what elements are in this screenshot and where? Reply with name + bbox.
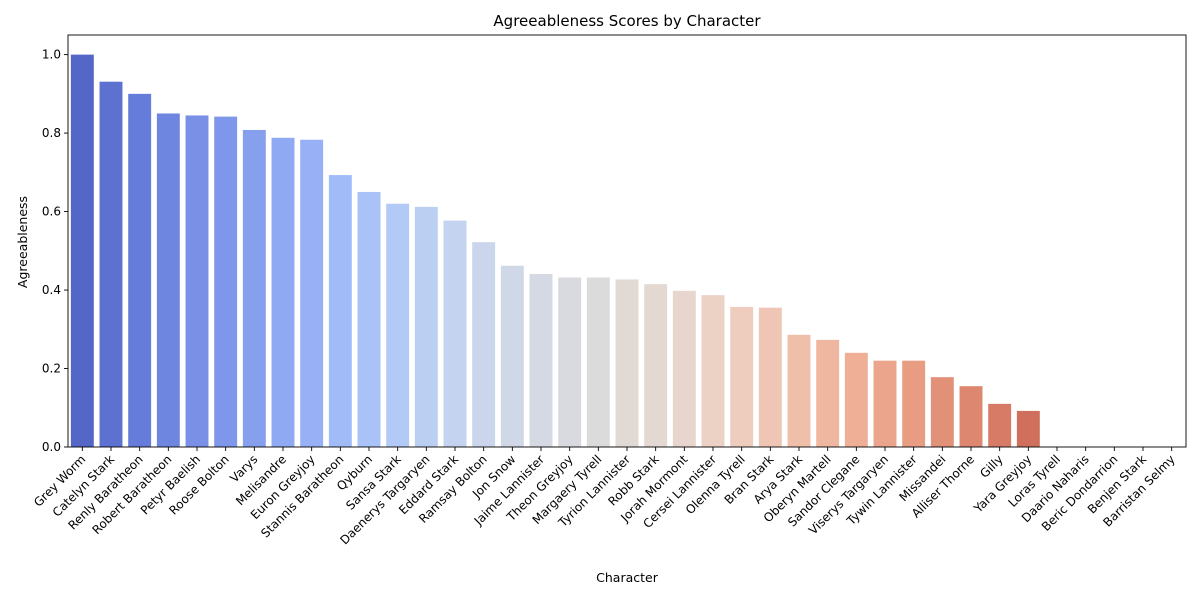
bar [787,334,811,447]
bar [128,93,152,447]
bar [730,306,754,447]
bar [529,273,553,447]
bar [70,54,94,447]
x-axis-label: Character [596,570,659,585]
bar [99,81,123,448]
bar [271,137,295,447]
bar [357,191,381,447]
bar [156,113,180,447]
bar [300,139,324,447]
bar [472,242,496,447]
bar [959,386,983,447]
bar [758,307,782,447]
y-tick-label: 0.4 [42,283,61,297]
y-tick-label: 0.0 [42,440,61,454]
y-tick-label: 1.0 [42,48,61,62]
bar [873,360,897,447]
bar [586,277,610,447]
bar [644,284,668,447]
y-axis: 0.0 0.2 0.4 0.6 0.8 1.0 [42,48,68,454]
y-tick-label: 0.8 [42,126,61,140]
bar [816,339,840,447]
chart-title: Agreeableness Scores by Character [493,12,761,30]
bar [844,352,868,447]
bar [500,265,524,447]
bar [615,279,639,447]
y-tick-label: 0.2 [42,362,61,376]
y-tick-label: 0.6 [42,205,61,219]
bar [930,377,954,447]
bar [902,360,926,447]
bar [214,116,238,447]
bar [701,295,725,447]
bar [328,175,352,447]
bar [558,277,582,447]
bar [242,129,266,448]
bar [672,290,696,447]
bar [988,403,1012,447]
bar [386,203,410,447]
bar [1016,410,1040,447]
bar [443,220,467,447]
bars-group [70,54,1040,448]
bar [414,206,438,447]
y-axis-label: Agreeableness [15,196,30,288]
bar [185,115,209,447]
plot-frame [67,34,1187,448]
